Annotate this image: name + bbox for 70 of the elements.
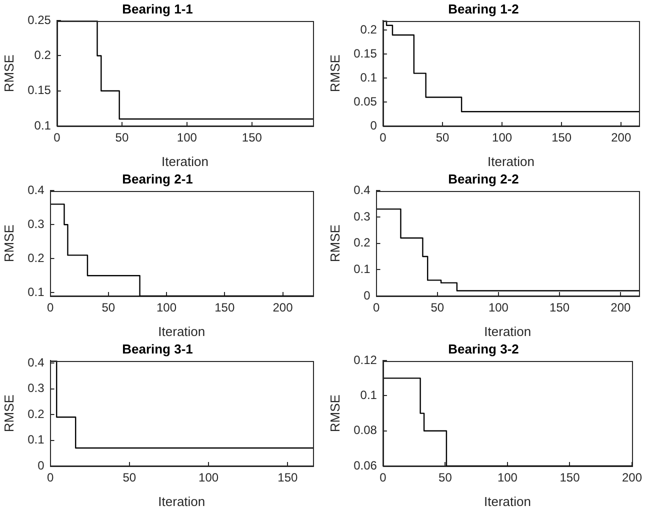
x-axis-title: Iteration [158, 324, 206, 339]
y-axis-title: RMSE [1, 54, 16, 92]
y-axis-title: RMSE [327, 54, 342, 92]
y-tick-label: 0.15 [354, 46, 378, 60]
y-tick-label: 0.2 [28, 250, 45, 265]
y-tick-label: 0.1 [354, 262, 371, 276]
y-tick-label: 0.2 [354, 236, 371, 250]
x-tick-label: 50 [115, 130, 129, 145]
x-tick-label: 150 [550, 300, 570, 315]
x-tick-label: 0 [380, 470, 387, 485]
y-tick-label: 0 [370, 118, 378, 132]
y-tick-label: 0.3 [354, 209, 371, 224]
y-tick-label: 0.2 [360, 22, 378, 36]
x-tick-label: 100 [492, 130, 512, 145]
y-tick-label: 0.1 [360, 388, 378, 402]
x-axis-title: Iteration [158, 494, 206, 509]
chart-title: Bearing 1-1 [122, 1, 193, 16]
x-tick-label: 150 [552, 130, 572, 145]
y-tick-label: 0.1 [360, 70, 378, 84]
x-tick-label: 0 [54, 130, 61, 145]
y-tick-label: 0.2 [34, 48, 52, 62]
y-tick-label: 0.15 [28, 83, 52, 98]
y-tick-label: 0.3 [28, 216, 45, 231]
y-tick-label: 0.08 [354, 423, 378, 438]
x-tick-label: 200 [622, 470, 642, 485]
x-tick-label: 150 [560, 470, 580, 485]
chart-title: Bearing 1-2 [448, 1, 519, 16]
y-tick-label: 0.1 [28, 432, 45, 447]
x-tick-label: 0 [380, 130, 387, 145]
y-tick-label: 0.12 [354, 352, 378, 367]
x-tick-label: 50 [430, 300, 444, 315]
x-tick-label: 100 [198, 470, 219, 485]
y-tick-label: 0.06 [354, 458, 378, 472]
x-tick-label: 50 [122, 470, 136, 485]
x-axis-title: Iteration [161, 154, 208, 169]
y-tick-label: 0 [364, 288, 371, 302]
y-tick-label: 0.05 [354, 94, 378, 108]
x-tick-label: 100 [488, 300, 509, 315]
y-tick-label: 0 [38, 458, 45, 472]
x-tick-label: 150 [278, 470, 298, 485]
y-axis-title: RMSE [327, 224, 342, 262]
y-tick-label: 0.4 [28, 182, 45, 197]
y-tick-label: 0.4 [28, 355, 45, 370]
chart-title: Bearing 2-2 [448, 171, 519, 186]
x-tick-label: 50 [102, 300, 116, 315]
x-axis-title: Iteration [487, 154, 534, 169]
x-tick-label: 200 [272, 300, 294, 315]
chart-title: Bearing 3-1 [122, 341, 193, 356]
x-tick-label: 50 [438, 470, 452, 485]
y-axis-title: RMSE [1, 224, 16, 262]
chart-title: Bearing 2-1 [122, 171, 193, 186]
x-tick-label: 200 [610, 300, 632, 315]
x-tick-label: 150 [242, 130, 262, 145]
y-tick-label: 0.1 [34, 118, 52, 132]
x-tick-label: 100 [497, 470, 518, 485]
y-tick-label: 0.25 [28, 12, 52, 27]
x-axis-title: Iteration [484, 494, 531, 509]
chart-title: Bearing 3-2 [448, 341, 519, 356]
x-tick-label: 50 [436, 130, 450, 145]
x-tick-label: 200 [611, 130, 632, 145]
y-tick-label: 0.4 [354, 182, 371, 197]
x-tick-label: 150 [214, 300, 235, 315]
y-axis-title: RMSE [1, 394, 16, 432]
y-tick-label: 0.2 [28, 406, 45, 421]
y-tick-label: 0.3 [28, 381, 45, 396]
x-axis-title: Iteration [484, 324, 532, 339]
y-axis-title: RMSE [327, 394, 342, 432]
x-tick-label: 100 [176, 130, 198, 145]
y-tick-label: 0.1 [28, 284, 45, 299]
x-tick-label: 100 [156, 300, 177, 315]
